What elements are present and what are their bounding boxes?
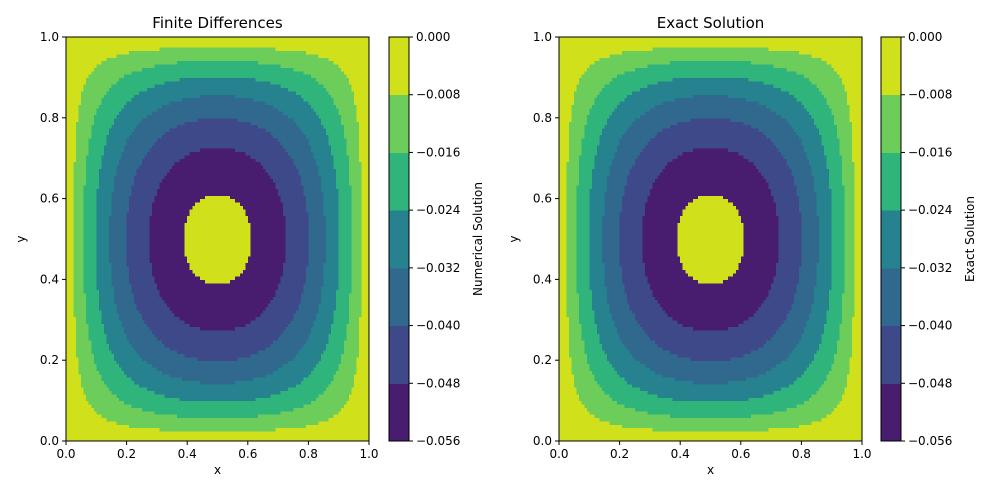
contour-field <box>66 37 370 442</box>
